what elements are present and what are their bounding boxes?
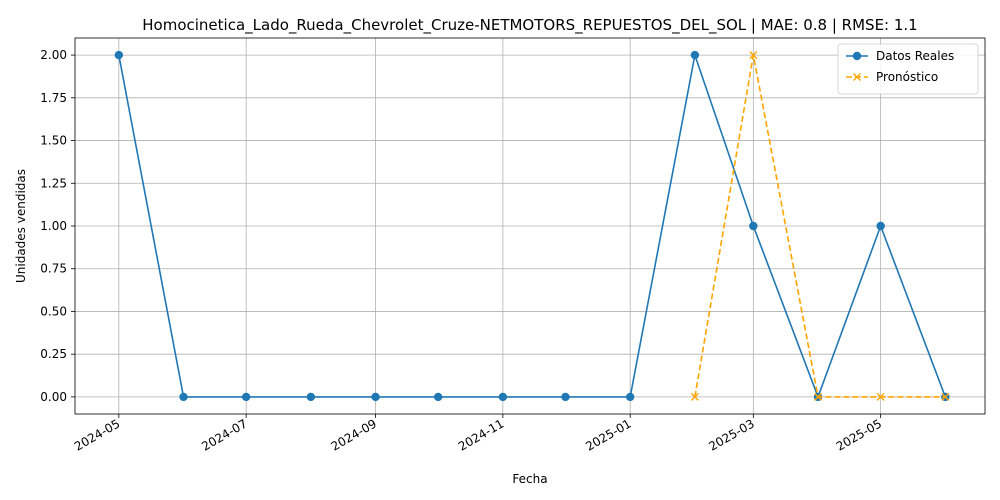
data-point <box>749 221 758 231</box>
series-pronostico <box>690 51 950 401</box>
y-tick-label: 0.75 <box>40 262 67 276</box>
data-point <box>814 392 823 401</box>
data-point <box>690 50 700 60</box>
data-point <box>498 392 508 402</box>
data-point <box>114 50 124 60</box>
y-tick-label: 2.00 <box>40 48 67 62</box>
data-point <box>306 392 316 402</box>
y-tick-label: 1.75 <box>40 91 67 105</box>
data-point <box>941 392 950 401</box>
legend-item: Datos Reales <box>846 49 954 63</box>
data-point <box>625 392 635 402</box>
data-point <box>876 392 885 401</box>
plot-frame <box>74 37 986 415</box>
x-tick-label: 2025-03 <box>706 416 756 453</box>
y-axis-label: Unidades vendidas <box>14 169 28 283</box>
data-point <box>749 51 758 60</box>
y-tick-label: 1.50 <box>40 134 67 148</box>
legend-marker <box>852 51 862 61</box>
legend-label: Datos Reales <box>876 49 954 63</box>
y-tick-label: 0.00 <box>40 390 67 404</box>
x-tick-label: 2024-07 <box>199 416 249 453</box>
y-tick-label: 1.00 <box>40 219 67 233</box>
legend: Datos Reales Pronóstico <box>837 43 979 95</box>
y-tick-label: 1.25 <box>40 176 67 190</box>
data-point <box>179 392 188 402</box>
series-datos-reales <box>114 50 950 402</box>
x-tick-label: 2024-05 <box>72 416 122 453</box>
x-tick-label: 2024-09 <box>329 416 379 453</box>
x-tick-label: 2025-01 <box>583 416 633 453</box>
data-point <box>690 392 699 401</box>
data-point <box>561 392 570 402</box>
y-tick-label: 0.50 <box>40 304 67 318</box>
y-tick-label: 0.25 <box>40 347 67 361</box>
x-tick-label: 2024-11 <box>456 416 506 453</box>
data-point <box>433 392 443 402</box>
legend-marker <box>853 73 861 81</box>
data-point <box>876 221 885 231</box>
data-point <box>371 392 380 402</box>
legend-box <box>837 43 979 95</box>
series-line <box>118 54 947 398</box>
x-tick-label: 2025-05 <box>834 416 884 453</box>
grid-lines <box>75 38 985 414</box>
legend-item: Pronóstico <box>846 70 938 84</box>
x-axis-label: Fecha <box>512 472 547 486</box>
data-point <box>241 392 251 402</box>
legend-label: Pronóstico <box>876 70 938 84</box>
chart-title: Homocinetica_Lado_Rueda_Chevrolet_Cruze-… <box>142 16 917 35</box>
